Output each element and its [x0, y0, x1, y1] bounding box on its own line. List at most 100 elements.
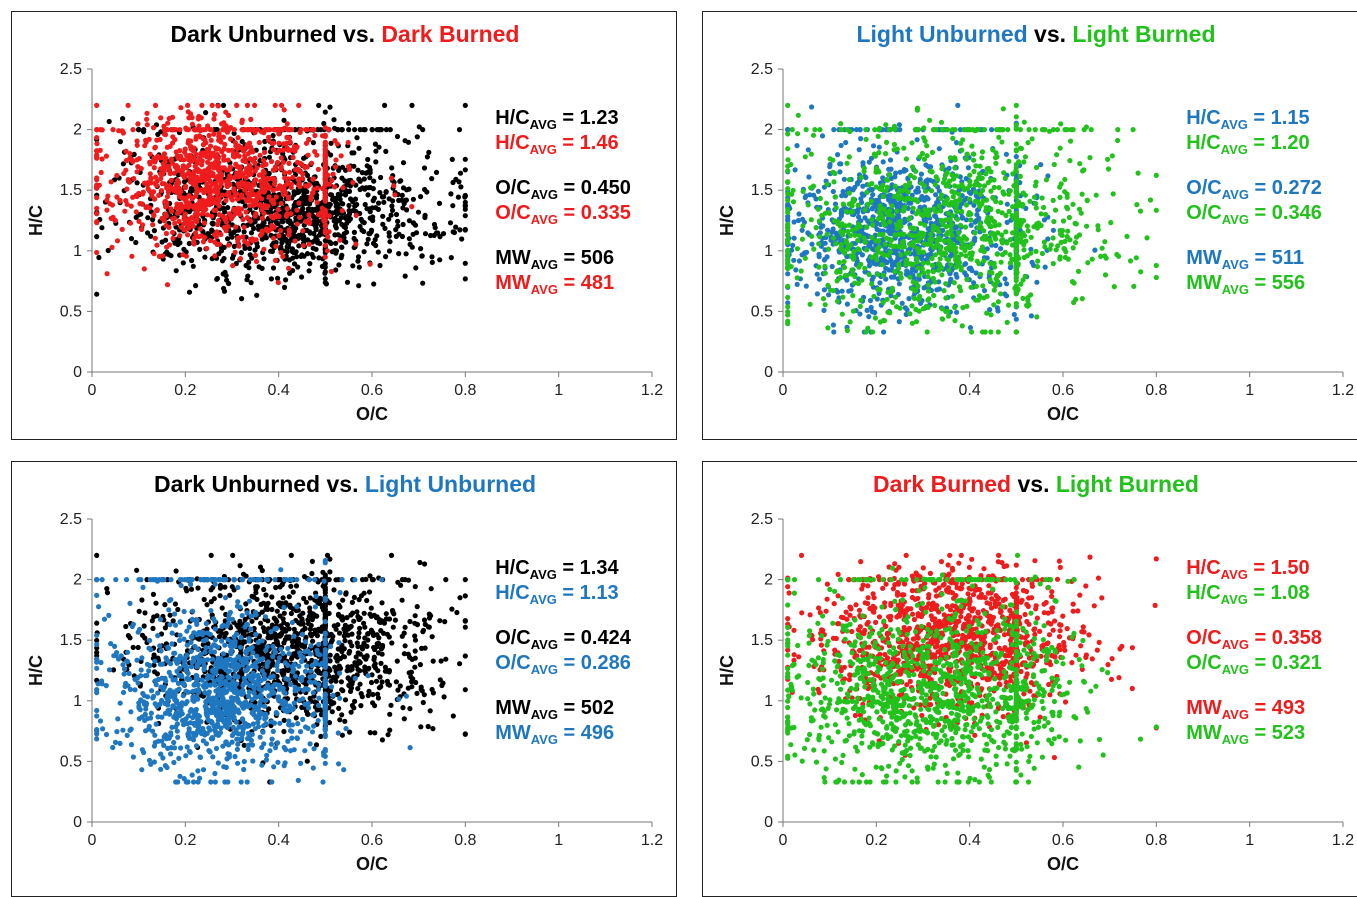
- data-point: [311, 140, 316, 145]
- data-point: [1052, 162, 1057, 167]
- data-point: [216, 178, 221, 183]
- data-point: [144, 117, 149, 122]
- data-point: [952, 280, 957, 285]
- data-point: [125, 202, 130, 207]
- data-point: [876, 134, 881, 139]
- data-point: [94, 152, 99, 157]
- data-point: [243, 170, 248, 175]
- data-point: [407, 218, 412, 223]
- data-point: [260, 266, 265, 271]
- stat-subscript: AVG: [1221, 117, 1248, 132]
- data-point: [135, 164, 140, 169]
- x-axis-label: O/C: [1047, 404, 1079, 424]
- data-point: [259, 231, 264, 236]
- data-point: [309, 161, 314, 166]
- data-point: [834, 270, 839, 275]
- data-point: [178, 154, 183, 159]
- data-point: [456, 195, 461, 200]
- data-point: [976, 261, 981, 266]
- data-point: [1068, 139, 1073, 144]
- data-point: [232, 244, 237, 249]
- x-tick-label: 0.4: [959, 382, 981, 399]
- data-point: [933, 252, 938, 257]
- data-point: [353, 242, 358, 247]
- data-point: [266, 135, 271, 140]
- data-point: [287, 170, 292, 175]
- data-point: [148, 175, 153, 180]
- stat-name: MW: [495, 272, 531, 294]
- data-point: [275, 150, 280, 155]
- data-point: [902, 244, 907, 249]
- data-point: [312, 133, 317, 138]
- data-point: [257, 140, 262, 145]
- data-point: [907, 311, 912, 316]
- data-point: [814, 225, 819, 230]
- data-point: [221, 103, 226, 108]
- data-point: [273, 244, 278, 249]
- data-point: [251, 158, 256, 163]
- data-point: [229, 195, 234, 200]
- data-point: [253, 211, 258, 216]
- data-point: [844, 209, 849, 214]
- data-point: [389, 203, 394, 208]
- stat-equals: =: [558, 202, 581, 224]
- data-point: [994, 150, 999, 155]
- data-point: [982, 288, 987, 293]
- data-point: [1003, 250, 1008, 255]
- data-point: [958, 223, 963, 228]
- data-point: [199, 103, 204, 108]
- data-point: [135, 180, 140, 185]
- y-axis-label: H/C: [26, 655, 46, 686]
- stat-equals: =: [1249, 177, 1272, 199]
- data-point: [404, 207, 409, 212]
- data-point: [189, 258, 194, 263]
- data-point: [234, 164, 239, 169]
- data-point: [897, 319, 902, 324]
- data-point: [243, 175, 248, 180]
- data-point: [862, 236, 867, 241]
- data-point: [1090, 257, 1095, 262]
- data-point: [339, 127, 344, 132]
- data-point: [931, 223, 936, 228]
- data-point: [802, 250, 807, 255]
- data-point: [211, 132, 216, 137]
- data-point: [1112, 284, 1117, 289]
- data-point: [373, 205, 378, 210]
- data-point: [152, 165, 157, 170]
- chart-title-part: vs.: [1028, 21, 1073, 47]
- stat-equals: =: [558, 272, 581, 294]
- data-point: [240, 158, 245, 163]
- data-point: [921, 261, 926, 266]
- data-point: [234, 191, 239, 196]
- data-point: [1077, 207, 1082, 212]
- data-point: [881, 329, 886, 334]
- data-point: [213, 208, 218, 213]
- stat-line: H/CAVG = 1.46: [495, 132, 618, 157]
- data-point: [921, 250, 926, 255]
- data-point: [268, 185, 273, 190]
- data-point: [107, 119, 112, 124]
- data-point: [1004, 240, 1009, 245]
- data-point: [796, 211, 801, 216]
- data-point: [291, 250, 296, 255]
- data-point: [221, 157, 226, 162]
- y-tick-label: 2: [73, 122, 82, 139]
- data-point: [235, 236, 240, 241]
- data-point: [869, 305, 874, 310]
- data-point: [426, 150, 431, 155]
- data-point: [332, 184, 337, 189]
- data-point: [282, 285, 287, 290]
- x-tick-label: 0.8: [454, 382, 476, 399]
- data-point: [211, 163, 216, 168]
- data-point: [795, 282, 800, 287]
- data-point: [937, 286, 942, 291]
- data-point: [998, 271, 1003, 276]
- data-point: [339, 679, 344, 684]
- data-point: [811, 247, 816, 252]
- data-point: [271, 127, 276, 132]
- data-point: [793, 267, 798, 272]
- data-point: [916, 238, 921, 243]
- data-point: [1014, 272, 1019, 277]
